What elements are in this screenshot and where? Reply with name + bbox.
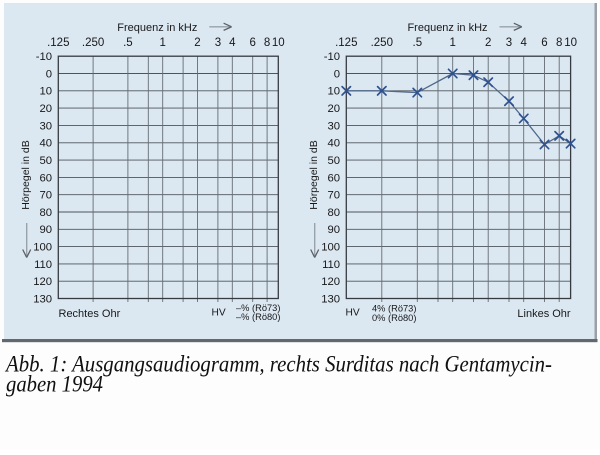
svg-text:30: 30 [40, 120, 53, 132]
svg-text:Frequenz in kHz: Frequenz in kHz [407, 22, 487, 34]
svg-text:130: 130 [321, 293, 340, 305]
svg-text:80: 80 [328, 207, 341, 219]
svg-text:1: 1 [449, 37, 455, 49]
svg-text:Hörpegel in dB: Hörpegel in dB [20, 140, 32, 209]
svg-text:10: 10 [328, 86, 341, 98]
svg-text:120: 120 [321, 276, 340, 288]
svg-text:130: 130 [33, 293, 52, 305]
svg-text:10: 10 [564, 37, 577, 49]
svg-text:.250: .250 [371, 37, 393, 49]
svg-text:0: 0 [334, 68, 340, 80]
svg-text:–% (Rö73): –% (Rö73) [236, 303, 280, 313]
svg-text:3: 3 [506, 37, 512, 49]
svg-text:4: 4 [520, 37, 527, 49]
svg-text:90: 90 [40, 224, 53, 236]
svg-text:3: 3 [215, 37, 221, 49]
svg-text:8: 8 [556, 37, 562, 49]
svg-text:Frequenz in kHz: Frequenz in kHz [117, 22, 197, 34]
svg-text:2: 2 [194, 37, 200, 49]
svg-text:100: 100 [33, 242, 52, 254]
svg-text:Linkes Ohr: Linkes Ohr [517, 308, 571, 320]
svg-text:Abb. 1: Ausgangsaudiogramm, re: Abb. 1: Ausgangsaudiogramm, rechts Surdi… [4, 352, 552, 378]
svg-text:80: 80 [40, 207, 53, 219]
svg-text:6: 6 [249, 37, 255, 49]
svg-text:50: 50 [328, 155, 341, 167]
svg-text:40: 40 [40, 138, 53, 150]
svg-text:8: 8 [264, 37, 270, 49]
svg-text:50: 50 [40, 155, 53, 167]
svg-text:-10: -10 [36, 51, 52, 63]
svg-text:.125: .125 [47, 37, 69, 49]
svg-text:.125: .125 [335, 37, 357, 49]
svg-text:60: 60 [40, 172, 53, 184]
svg-text:10: 10 [272, 37, 285, 49]
svg-text:90: 90 [328, 224, 341, 236]
svg-text:6: 6 [541, 37, 547, 49]
svg-text:40: 40 [328, 138, 341, 150]
svg-text:20: 20 [40, 103, 53, 115]
svg-text:20: 20 [328, 103, 341, 115]
svg-text:110: 110 [322, 259, 340, 271]
svg-text:120: 120 [33, 276, 52, 288]
svg-text:60: 60 [328, 172, 341, 184]
svg-text:100: 100 [321, 242, 340, 254]
svg-text:Hörpegel in dB: Hörpegel in dB [308, 140, 320, 209]
svg-text:HV: HV [346, 307, 360, 318]
svg-text:Rechtes Ohr: Rechtes Ohr [59, 308, 121, 320]
svg-text:-10: -10 [324, 51, 340, 63]
svg-text:70: 70 [328, 190, 341, 202]
svg-text:–% (Rö80): –% (Rö80) [236, 312, 280, 322]
svg-text:0% (Rö80): 0% (Rö80) [372, 313, 416, 323]
svg-text:30: 30 [328, 120, 341, 132]
svg-text:4: 4 [229, 37, 236, 49]
svg-text:70: 70 [40, 190, 53, 202]
svg-text:4% (Rö73): 4% (Rö73) [372, 304, 416, 314]
svg-text:10: 10 [40, 86, 53, 98]
svg-text:.5: .5 [413, 37, 423, 49]
svg-text:gaben 1994: gaben 1994 [6, 372, 103, 398]
svg-text:HV: HV [212, 307, 226, 318]
svg-text:2: 2 [485, 37, 491, 49]
svg-text:0: 0 [46, 68, 52, 80]
svg-text:.5: .5 [123, 37, 133, 49]
svg-text:1: 1 [159, 37, 165, 49]
svg-text:.250: .250 [82, 37, 104, 49]
svg-text:110: 110 [34, 259, 52, 271]
